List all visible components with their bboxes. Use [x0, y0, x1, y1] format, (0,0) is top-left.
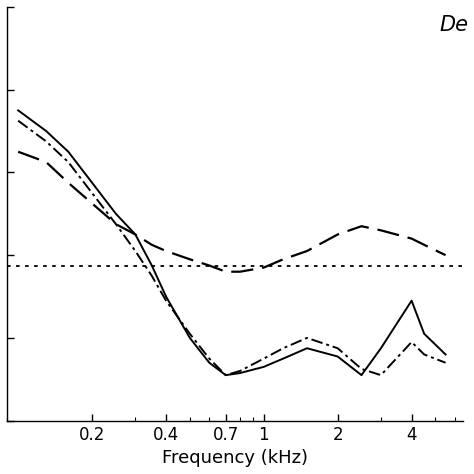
X-axis label: Frequency (kHz): Frequency (kHz): [162, 449, 308, 467]
Text: De: De: [439, 15, 468, 35]
